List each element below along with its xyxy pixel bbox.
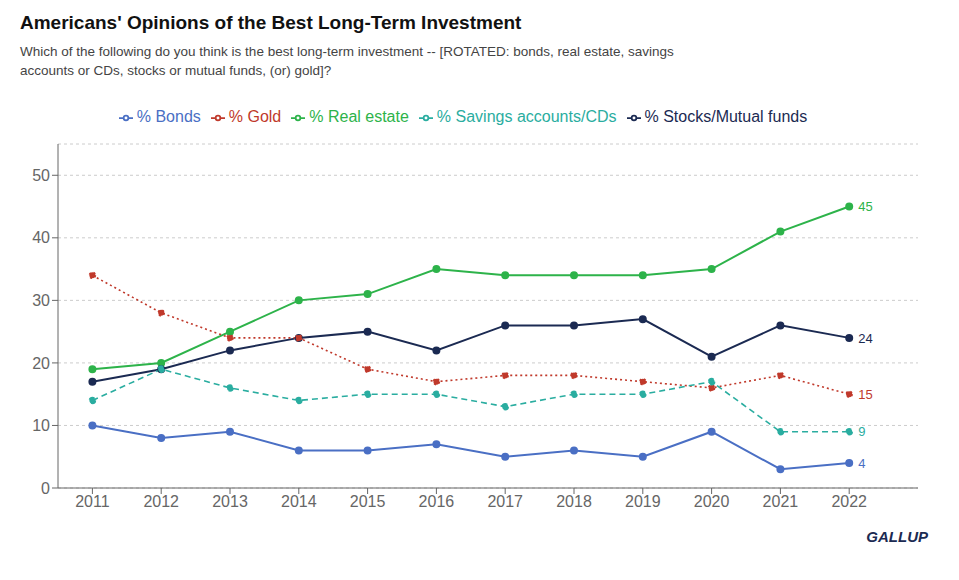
svg-text:2011: 2011 bbox=[75, 493, 110, 510]
svg-text:2013: 2013 bbox=[212, 493, 248, 510]
svg-text:2016: 2016 bbox=[419, 493, 455, 510]
html-text:% Gold: % Gold bbox=[228, 108, 282, 125]
svg-text:2014: 2014 bbox=[281, 493, 317, 510]
svg-text:2012: 2012 bbox=[143, 493, 179, 510]
svg-text:2015: 2015 bbox=[350, 493, 386, 510]
html-text:% Real estate: % Real estate bbox=[309, 108, 409, 125]
svg-text:50: 50 bbox=[32, 167, 50, 184]
svg-text:9: 9 bbox=[858, 424, 865, 439]
svg-text:2017: 2017 bbox=[487, 493, 523, 510]
svg-text:0: 0 bbox=[41, 480, 50, 497]
html-text:GALLUP: GALLUP bbox=[866, 528, 928, 545]
html-text:% Savings accounts/CDs: % Savings accounts/CDs bbox=[436, 108, 617, 125]
svg-text:2018: 2018 bbox=[556, 493, 592, 510]
svg-text:10: 10 bbox=[32, 417, 50, 434]
svg-text:30: 30 bbox=[32, 292, 50, 309]
svg-text:2022: 2022 bbox=[831, 493, 867, 510]
svg-text:2020: 2020 bbox=[694, 493, 730, 510]
html-text:Americans' Opinions of the Bes: Americans' Opinions of the Best Long-Ter… bbox=[20, 12, 522, 33]
html-text:% Bonds: % Bonds bbox=[136, 108, 201, 125]
html-text:% Stocks/Mutual funds: % Stocks/Mutual funds bbox=[644, 108, 808, 125]
html-text:accounts or CDs, stocks or mut: accounts or CDs, stocks or mutual funds,… bbox=[20, 63, 332, 78]
svg-text:45: 45 bbox=[858, 199, 872, 214]
svg-text:15: 15 bbox=[858, 387, 872, 402]
svg-text:2019: 2019 bbox=[625, 493, 661, 510]
svg-text:2021: 2021 bbox=[763, 493, 799, 510]
svg-text:4: 4 bbox=[858, 456, 865, 471]
svg-text:24: 24 bbox=[858, 331, 872, 346]
svg-text:20: 20 bbox=[32, 355, 50, 372]
html-text:Which of the following do you: Which of the following do you think is t… bbox=[20, 44, 674, 59]
svg-text:40: 40 bbox=[32, 229, 50, 246]
